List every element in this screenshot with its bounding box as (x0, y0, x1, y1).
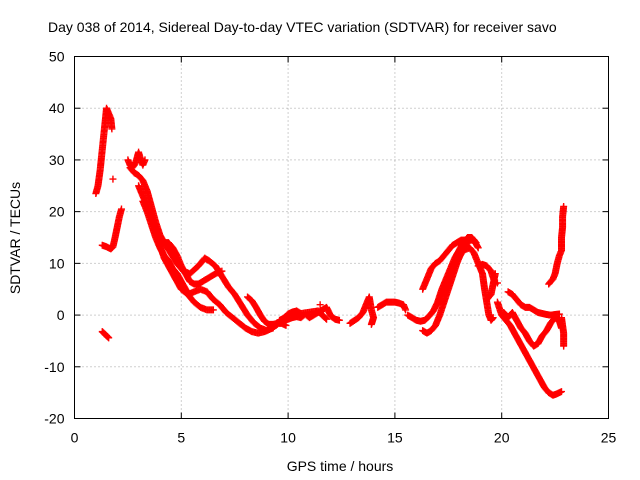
series-s26 (545, 202, 568, 288)
data-point (209, 306, 217, 314)
series-s23 (493, 298, 566, 399)
data-point (105, 334, 113, 342)
x-tick-label: 25 (601, 430, 617, 446)
axis-ticks (74, 56, 609, 419)
series-s25 (504, 288, 563, 319)
x-tick-label: 15 (387, 430, 403, 446)
series-s14 (346, 293, 378, 328)
y-tick-label: 0 (57, 307, 65, 323)
series-s22 (493, 279, 501, 287)
x-tick-label: 5 (177, 430, 185, 446)
y-tick-label: 50 (49, 49, 65, 65)
y-tick-label: 20 (49, 204, 65, 220)
y-tick-label: 10 (49, 255, 65, 271)
data-point (109, 175, 117, 183)
series-s2 (98, 328, 113, 342)
grid-lines (74, 56, 609, 419)
data-point (402, 306, 410, 314)
data-point (488, 315, 496, 323)
data-point (493, 279, 501, 287)
x-tick-label: 20 (494, 430, 510, 446)
data-point (491, 270, 499, 278)
x-tick-label: 0 (71, 430, 79, 446)
data-point (560, 202, 568, 210)
series-s18 (419, 236, 469, 293)
data-point (558, 388, 566, 396)
series-s8 (139, 197, 217, 314)
data-point (322, 314, 330, 322)
series-s5 (124, 148, 149, 172)
series-s10 (244, 293, 290, 329)
series-s7 (135, 182, 281, 337)
x-tick-label: 10 (280, 430, 296, 446)
series-s3 (98, 205, 125, 253)
data-point (474, 244, 482, 252)
data-point (367, 320, 375, 328)
y-tick-label: -20 (44, 411, 64, 427)
data-point (461, 236, 469, 244)
data-point (560, 342, 568, 350)
chart-title: Day 038 of 2014, Sidereal Day-to-day VTE… (48, 19, 557, 35)
y-axis-title: SDTVAR / TECUs (7, 182, 23, 294)
series-s4 (109, 175, 117, 183)
data-points (92, 104, 568, 399)
y-tick-label: 30 (49, 152, 65, 168)
series-s19 (434, 244, 497, 324)
data-point (141, 156, 149, 164)
data-point (117, 205, 125, 213)
series-s13 (316, 301, 324, 309)
series-s12 (276, 307, 331, 324)
y-tick-label: 40 (49, 100, 65, 116)
y-tick-label: -10 (44, 359, 64, 375)
data-point (335, 316, 343, 324)
data-point (555, 310, 563, 318)
y-tick-labels: -20 -10 0 10 20 30 40 50 (44, 49, 64, 427)
series-s9 (160, 239, 226, 288)
series-s21 (483, 270, 499, 304)
series-s15 (374, 298, 410, 314)
data-point (489, 314, 497, 322)
series-s1 (92, 104, 116, 198)
x-tick-labels: 0 5 10 15 20 25 (71, 430, 617, 446)
x-axis-title: GPS time / hours (287, 458, 394, 474)
series-s27 (558, 314, 568, 350)
plot-frame (74, 56, 609, 419)
data-point (218, 267, 226, 275)
data-point (316, 301, 324, 309)
data-point (323, 315, 331, 323)
data-point (108, 125, 116, 133)
